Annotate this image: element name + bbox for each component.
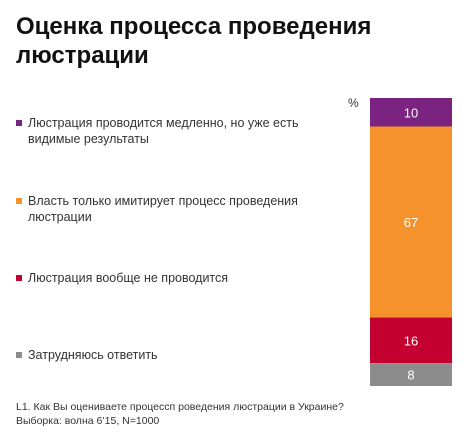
legend-marker bbox=[16, 275, 22, 281]
legend-item-visible-results: Люстрация проводится медленно, но уже ес… bbox=[16, 115, 346, 147]
footnote-sample: Выборка: волна 6’15, N=1000 bbox=[16, 415, 160, 427]
bar-segment-0 bbox=[370, 98, 452, 127]
bar-segment-2 bbox=[370, 317, 452, 364]
data-label-3: 8 bbox=[407, 368, 414, 383]
legend-item-imitation: Власть только имитирует процесс проведен… bbox=[16, 193, 346, 225]
percent-unit-label: % bbox=[348, 96, 359, 110]
data-label-0: 10 bbox=[404, 105, 418, 120]
bar-segment-1 bbox=[370, 126, 452, 318]
footnote-question: L1. Как Вы оцениваете процессп роведения… bbox=[16, 401, 344, 413]
legend-label: Люстрация проводится медленно, но уже ес… bbox=[28, 116, 299, 146]
legend-label: Затрудняюсь ответить bbox=[28, 348, 158, 362]
legend-marker bbox=[16, 352, 22, 358]
legend-marker bbox=[16, 120, 22, 126]
legend-marker bbox=[16, 198, 22, 204]
legend-item-not-conducted: Люстрация вообще не проводится bbox=[16, 270, 346, 286]
chart-title: Оценка процесса проведения люстрации bbox=[16, 13, 372, 69]
legend-item-hard-to-say: Затрудняюсь ответить bbox=[16, 347, 346, 363]
data-label-2: 16 bbox=[404, 333, 418, 348]
legend-label: Люстрация вообще не проводится bbox=[28, 271, 229, 285]
footnote: L1. Как Вы оцениваете процессп роведения… bbox=[16, 400, 466, 428]
data-label-1: 67 bbox=[404, 215, 418, 230]
bar-segment-3 bbox=[370, 363, 452, 386]
legend-label: Власть только имитирует процесс проведен… bbox=[28, 194, 298, 224]
